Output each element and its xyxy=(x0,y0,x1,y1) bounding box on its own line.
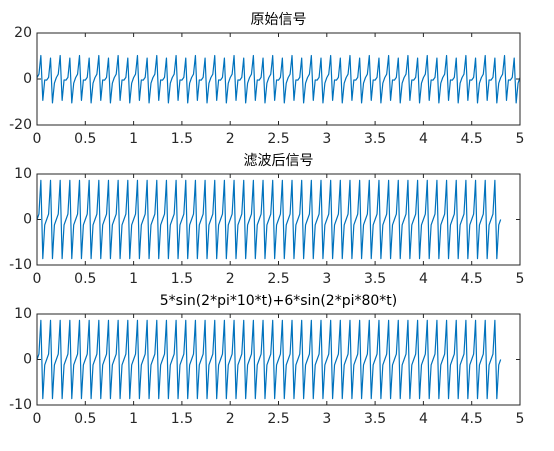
x-tick-label: 2.5 xyxy=(267,411,289,427)
x-tick-label: 2 xyxy=(226,131,235,147)
x-tick-label: 0.5 xyxy=(74,411,96,427)
y-tick-label: 0 xyxy=(23,352,32,368)
y-tick-label: 10 xyxy=(14,306,32,322)
y-tick-label: 0 xyxy=(23,71,32,87)
x-tick-label: 3 xyxy=(322,131,331,147)
x-tick-label: 5 xyxy=(516,131,525,147)
y-tick-label: -10 xyxy=(9,397,32,413)
x-tick-label: 1 xyxy=(129,411,138,427)
x-tick-label: 4.5 xyxy=(461,271,483,287)
x-tick-label: 5 xyxy=(516,411,525,427)
chart-title: 滤波后信号 xyxy=(244,153,314,169)
x-tick-label: 1.5 xyxy=(171,131,193,147)
x-tick-label: 1.5 xyxy=(171,271,193,287)
x-tick-label: 4 xyxy=(419,411,428,427)
x-tick-label: 2 xyxy=(226,411,235,427)
x-tick-label: 3 xyxy=(322,411,331,427)
signal-line xyxy=(36,179,502,260)
x-tick-label: 1 xyxy=(129,271,138,287)
y-tick-label: -20 xyxy=(9,117,32,133)
x-tick-label: 4.5 xyxy=(461,411,483,427)
x-tick-label: 0 xyxy=(33,411,42,427)
x-tick-label: 0 xyxy=(33,131,42,147)
x-tick-label: 5 xyxy=(516,271,525,287)
y-tick-label: 20 xyxy=(14,25,32,41)
x-tick-label: 0 xyxy=(33,271,42,287)
x-tick-label: 3.5 xyxy=(364,271,386,287)
x-tick-label: 0.5 xyxy=(74,131,96,147)
x-tick-label: 3.5 xyxy=(364,131,386,147)
x-tick-label: 2.5 xyxy=(267,271,289,287)
x-tick-label: 1 xyxy=(129,131,138,147)
x-tick-label: 1.5 xyxy=(171,411,193,427)
x-tick-label: 2.5 xyxy=(267,131,289,147)
y-tick-label: 0 xyxy=(23,212,32,228)
x-tick-label: 3 xyxy=(322,271,331,287)
x-tick-label: 4 xyxy=(419,271,428,287)
x-tick-label: 0.5 xyxy=(74,271,96,287)
signal-line xyxy=(36,54,521,104)
x-tick-label: 4 xyxy=(419,131,428,147)
x-tick-label: 3.5 xyxy=(364,411,386,427)
y-tick-label: 10 xyxy=(14,166,32,182)
x-tick-label: 2 xyxy=(226,271,235,287)
chart-title: 5*sin(2*pi*10*t)+6*sin(2*pi*80*t) xyxy=(160,293,397,309)
signal-line xyxy=(36,319,502,400)
chart-title: 原始信号 xyxy=(251,12,307,28)
x-tick-label: 4.5 xyxy=(461,131,483,147)
y-tick-label: -10 xyxy=(9,257,32,273)
